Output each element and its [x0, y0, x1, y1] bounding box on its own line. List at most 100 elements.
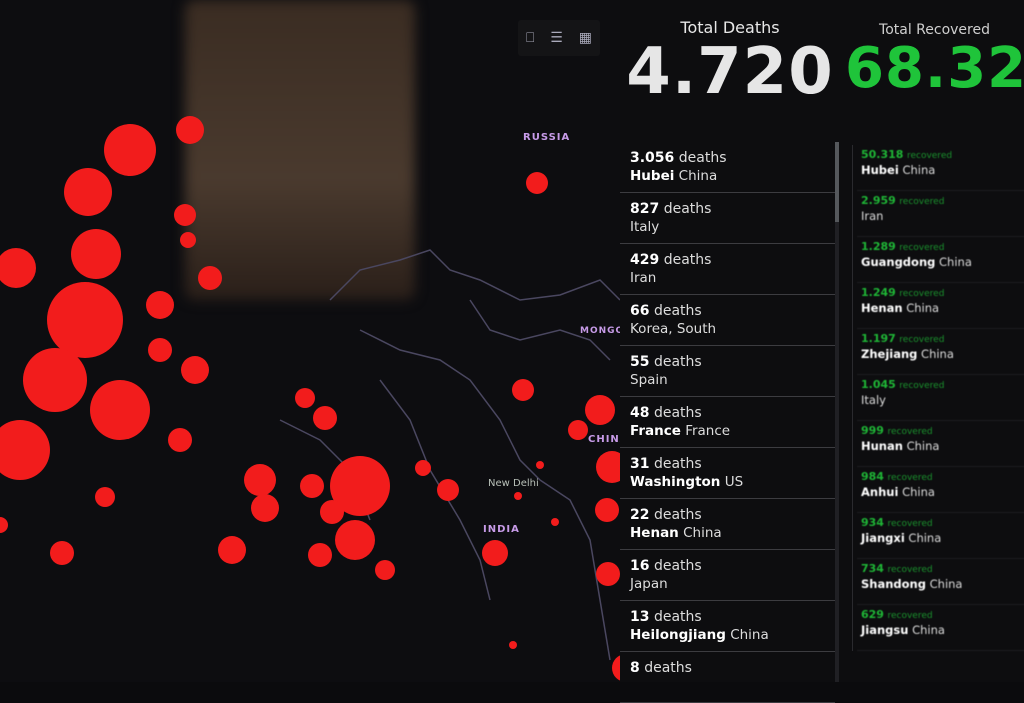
- region: Jiangsu: [861, 623, 909, 637]
- map-landmass-blurred: [185, 0, 415, 300]
- recovered-list[interactable]: 50.318 recovered Hubei China 2.959 recover…: [852, 145, 1024, 651]
- map-marker[interactable]: [375, 560, 395, 580]
- map-marker[interactable]: [47, 282, 123, 358]
- map-marker[interactable]: [0, 248, 36, 288]
- deaths-list-item[interactable]: 55 deaths Spain: [620, 346, 835, 397]
- map-label-new-delhi: New Delhi: [488, 478, 539, 489]
- map-marker[interactable]: [551, 518, 559, 526]
- deaths-list-item[interactable]: 22 deaths Henan China: [620, 499, 835, 550]
- map-marker[interactable]: [335, 520, 375, 560]
- map-marker[interactable]: [526, 172, 548, 194]
- map-marker[interactable]: [95, 487, 115, 507]
- map-marker[interactable]: [415, 460, 431, 476]
- map-marker[interactable]: [176, 116, 204, 144]
- country: China: [902, 485, 935, 499]
- map-marker[interactable]: [437, 479, 459, 501]
- deaths-list-item[interactable]: 8 deaths: [620, 652, 835, 703]
- total-recovered-card: Total Recovered 68.324: [845, 22, 1024, 100]
- recovered-list-item[interactable]: 734 recovered Shandong China: [857, 559, 1024, 605]
- world-map[interactable]: RUSSIA CHINA INDIA MONGO New Delhi ⎕ ☰ ▦: [0, 0, 625, 682]
- map-marker[interactable]: [0, 420, 50, 480]
- map-marker[interactable]: [104, 124, 156, 176]
- map-label-russia: RUSSIA: [523, 132, 571, 143]
- recovered-list-item[interactable]: 50.318 recovered Hubei China: [857, 145, 1024, 191]
- deaths-list-item[interactable]: 66 deaths Korea, South: [620, 295, 835, 346]
- map-marker[interactable]: [320, 500, 344, 524]
- map-marker[interactable]: [536, 461, 544, 469]
- qr-icon[interactable]: ▦: [578, 30, 592, 46]
- map-marker[interactable]: [596, 562, 620, 586]
- map-marker[interactable]: [50, 541, 74, 565]
- map-marker[interactable]: [585, 395, 615, 425]
- map-marker[interactable]: [180, 232, 196, 248]
- map-marker[interactable]: [174, 204, 196, 226]
- map-marker[interactable]: [308, 543, 332, 567]
- recovered-list-item[interactable]: 1.249 recovered Henan China: [857, 283, 1024, 329]
- recovered-list-item[interactable]: 984 recovered Anhui China: [857, 467, 1024, 513]
- deaths-list-item[interactable]: 13 deaths Heilongjiang China: [620, 601, 835, 652]
- scrollbar-thumb[interactable]: [835, 142, 839, 222]
- map-marker[interactable]: [514, 492, 522, 500]
- region: Hubei: [630, 168, 675, 184]
- deaths-list[interactable]: 3.056 deaths Hubei China 827 deaths Italy 4…: [620, 142, 835, 703]
- map-marker[interactable]: [218, 536, 246, 564]
- region: Hunan: [861, 439, 903, 453]
- region: Heilongjiang: [630, 627, 726, 643]
- map-marker[interactable]: [596, 451, 625, 483]
- country: China: [908, 531, 942, 545]
- deaths-list-item[interactable]: 827 deaths Italy: [620, 193, 835, 244]
- recovered-list-item[interactable]: 629 recovered Jiangsu China: [857, 605, 1024, 651]
- map-label-mongolia: MONGO: [580, 326, 625, 336]
- recovered-list-item[interactable]: 934 recovered Jiangxi China: [857, 513, 1024, 559]
- deaths-list-item[interactable]: 3.056 deaths Hubei China: [620, 142, 835, 193]
- deaths-list-item[interactable]: 429 deaths Iran: [620, 244, 835, 295]
- list-icon[interactable]: ☰: [550, 30, 563, 46]
- unit: deaths: [653, 354, 702, 370]
- map-marker[interactable]: [512, 379, 534, 401]
- map-marker[interactable]: [482, 540, 508, 566]
- deaths-list-scrollbar[interactable]: [835, 142, 839, 682]
- recovered-list-item[interactable]: 1.197 recovered Zhejiang China: [857, 329, 1024, 375]
- map-marker[interactable]: [568, 420, 588, 440]
- map-marker[interactable]: [244, 464, 276, 496]
- map-marker[interactable]: [198, 266, 222, 290]
- map-marker[interactable]: [295, 388, 315, 408]
- map-marker[interactable]: [330, 456, 390, 516]
- map-marker[interactable]: [313, 406, 337, 430]
- map-marker[interactable]: [71, 229, 121, 279]
- map-marker[interactable]: [148, 338, 172, 362]
- country: China: [929, 577, 963, 591]
- deaths-list-item[interactable]: 48 deaths France France: [620, 397, 835, 448]
- recovered-list-item[interactable]: 1.289 recovered Guangdong China: [857, 237, 1024, 283]
- map-marker[interactable]: [181, 356, 209, 384]
- unit: recovered: [906, 151, 953, 161]
- deaths-list-item[interactable]: 31 deaths Washington US: [620, 448, 835, 499]
- region: France: [630, 423, 681, 439]
- country: China: [902, 163, 936, 177]
- unit: deaths: [653, 558, 702, 574]
- count: 66: [630, 303, 650, 319]
- deaths-list-item[interactable]: 16 deaths Japan: [620, 550, 835, 601]
- map-marker[interactable]: [300, 474, 324, 498]
- map-marker[interactable]: [146, 291, 174, 319]
- map-marker[interactable]: [90, 380, 150, 440]
- map-marker[interactable]: [251, 494, 279, 522]
- country: China: [939, 255, 972, 269]
- country: China: [678, 168, 718, 184]
- map-marker[interactable]: [509, 641, 517, 649]
- bookmark-icon[interactable]: ⎕: [525, 30, 535, 46]
- map-marker[interactable]: [0, 517, 8, 533]
- map-marker[interactable]: [595, 498, 619, 522]
- unit: recovered: [887, 565, 933, 575]
- unit: recovered: [887, 519, 933, 529]
- recovered-list-item[interactable]: 999 recovered Hunan China: [857, 421, 1024, 467]
- map-marker[interactable]: [23, 348, 87, 412]
- map-label-china: CHINA: [588, 434, 625, 445]
- count: 2.959: [861, 194, 896, 207]
- total-deaths-title: Total Deaths: [680, 18, 780, 37]
- map-marker[interactable]: [168, 428, 192, 452]
- region: Guangdong: [861, 255, 936, 269]
- recovered-list-item[interactable]: 1.045 recovered Italy: [857, 375, 1024, 421]
- map-marker[interactable]: [64, 168, 112, 216]
- recovered-list-item[interactable]: 2.959 recovered Iran: [857, 191, 1024, 237]
